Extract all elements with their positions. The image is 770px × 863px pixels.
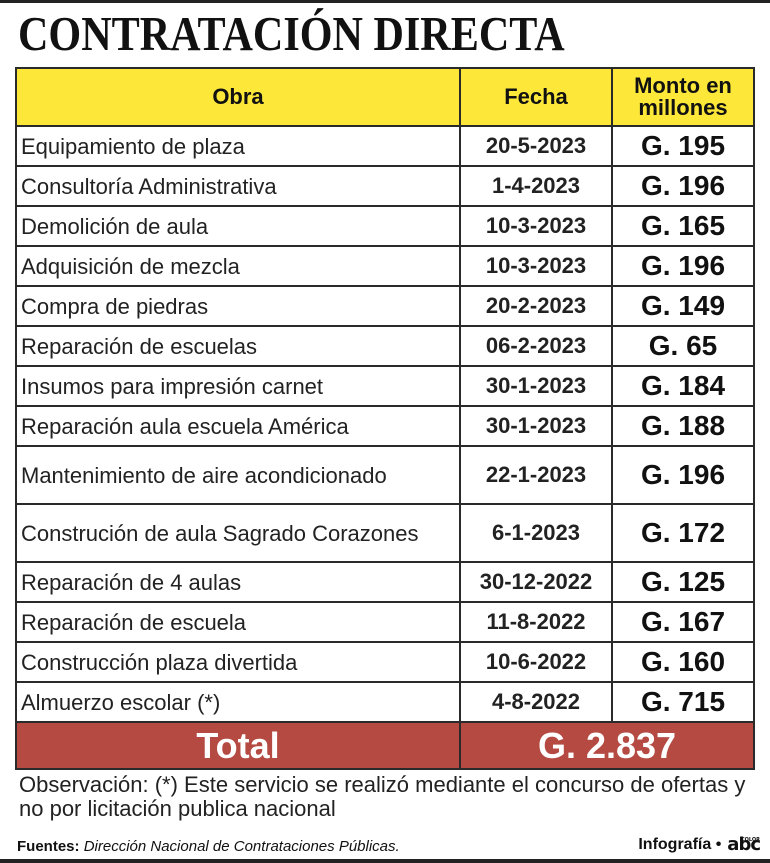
cell-obra: Reparación de escuelas <box>15 325 461 367</box>
cell-obra: Mantenimiento de aire acondicionado <box>15 445 461 505</box>
table-row: Consultoría Administrativa 1-4-2023 G. 196 <box>15 165 755 207</box>
total-value: G. 2.837 <box>459 721 755 770</box>
cell-monto: G. 165 <box>611 205 755 247</box>
cell-fecha: 06-2-2023 <box>459 325 613 367</box>
cell-fecha: 4-8-2022 <box>459 681 613 723</box>
cell-fecha: 11-8-2022 <box>459 601 613 643</box>
table-row: Construción de aula Sagrado Corazones 6-1… <box>15 503 755 563</box>
cell-obra: Insumos para impresión carnet <box>15 365 461 407</box>
cell-monto: G. 125 <box>611 561 755 603</box>
cell-fecha: 20-5-2023 <box>459 125 613 167</box>
table-row: Insumos para impresión carnet 30-1-2023 G.… <box>15 365 755 407</box>
table-row: Almuerzo escolar (*) 4-8-2022 G. 715 <box>15 681 755 723</box>
column-header-monto: Monto en millones <box>611 67 755 127</box>
credit: Infografía • abc COLOR <box>638 834 761 855</box>
cell-fecha: 10-3-2023 <box>459 205 613 247</box>
cell-obra: Adquisición de mezcla <box>15 245 461 287</box>
cell-obra: Reparación aula escuela América <box>15 405 461 447</box>
abc-logo-sub: COLOR <box>740 837 760 843</box>
table-row: Mantenimiento de aire acondicionado 22-1-… <box>15 445 755 505</box>
cell-monto: G. 65 <box>611 325 755 367</box>
observation-note: Observación: (*) Este servicio se realiz… <box>19 772 746 821</box>
page-title: CONTRATACIÓN DIRECTA <box>18 6 565 61</box>
table-row: Reparación de 4 aulas 30-12-2022 G. 125 <box>15 561 755 603</box>
table-row: Reparación aula escuela América 30-1-2023… <box>15 405 755 447</box>
cell-monto: G. 196 <box>611 245 755 287</box>
cell-monto: G. 160 <box>611 641 755 683</box>
cell-fecha: 30-1-2023 <box>459 365 613 407</box>
cell-monto: G. 196 <box>611 445 755 505</box>
cell-monto: G. 184 <box>611 365 755 407</box>
cell-fecha: 6-1-2023 <box>459 503 613 563</box>
table-header-row: Obra Fecha Monto en millones <box>15 67 755 127</box>
abc-logo: abc COLOR <box>727 834 761 855</box>
cell-obra: Construción de aula Sagrado Corazones <box>15 503 461 563</box>
top-rule <box>0 0 770 3</box>
total-label: Total <box>15 721 461 770</box>
cell-obra: Consultoría Administrativa <box>15 165 461 207</box>
cell-obra: Reparación de escuela <box>15 601 461 643</box>
table-row: Equipamiento de plaza 20-5-2023 G. 195 <box>15 125 755 167</box>
total-row: Total G. 2.837 <box>15 721 755 770</box>
abc-logo-text: abc <box>727 834 761 855</box>
cell-obra: Compra de piedras <box>15 285 461 327</box>
contracts-table: Obra Fecha Monto en millones Equipamient… <box>15 67 755 770</box>
cell-monto: G. 188 <box>611 405 755 447</box>
table-row: Adquisición de mezcla 10-3-2023 G. 196 <box>15 245 755 287</box>
cell-monto: G. 149 <box>611 285 755 327</box>
sources-label: Fuentes: <box>17 838 80 855</box>
sources-text: Dirección Nacional de Contrataciones Púb… <box>83 838 400 855</box>
cell-monto: G. 172 <box>611 503 755 563</box>
credit-text: Infografía • <box>638 836 722 853</box>
cell-monto: G. 195 <box>611 125 755 167</box>
column-header-obra: Obra <box>15 67 461 127</box>
cell-obra: Almuerzo escolar (*) <box>15 681 461 723</box>
column-header-fecha: Fecha <box>459 67 613 127</box>
table-row: Demolición de aula 10-3-2023 G. 165 <box>15 205 755 247</box>
table-row: Reparación de escuelas 06-2-2023 G. 65 <box>15 325 755 367</box>
bottom-rule <box>0 859 770 863</box>
cell-fecha: 10-3-2023 <box>459 245 613 287</box>
cell-obra: Reparación de 4 aulas <box>15 561 461 603</box>
table-row: Reparación de escuela 11-8-2022 G. 167 <box>15 601 755 643</box>
table-row: Construcción plaza divertida 10-6-2022 G. … <box>15 641 755 683</box>
cell-monto: G. 715 <box>611 681 755 723</box>
cell-monto: G. 196 <box>611 165 755 207</box>
cell-fecha: 30-12-2022 <box>459 561 613 603</box>
cell-obra: Demolición de aula <box>15 205 461 247</box>
cell-fecha: 10-6-2022 <box>459 641 613 683</box>
table-row: Compra de piedras 20-2-2023 G. 149 <box>15 285 755 327</box>
cell-obra: Construcción plaza divertida <box>15 641 461 683</box>
sources-line: Fuentes: Dirección Nacional de Contratac… <box>17 838 400 855</box>
cell-fecha: 30-1-2023 <box>459 405 613 447</box>
cell-fecha: 22-1-2023 <box>459 445 613 505</box>
cell-monto: G. 167 <box>611 601 755 643</box>
cell-obra: Equipamiento de plaza <box>15 125 461 167</box>
cell-fecha: 20-2-2023 <box>459 285 613 327</box>
cell-fecha: 1-4-2023 <box>459 165 613 207</box>
